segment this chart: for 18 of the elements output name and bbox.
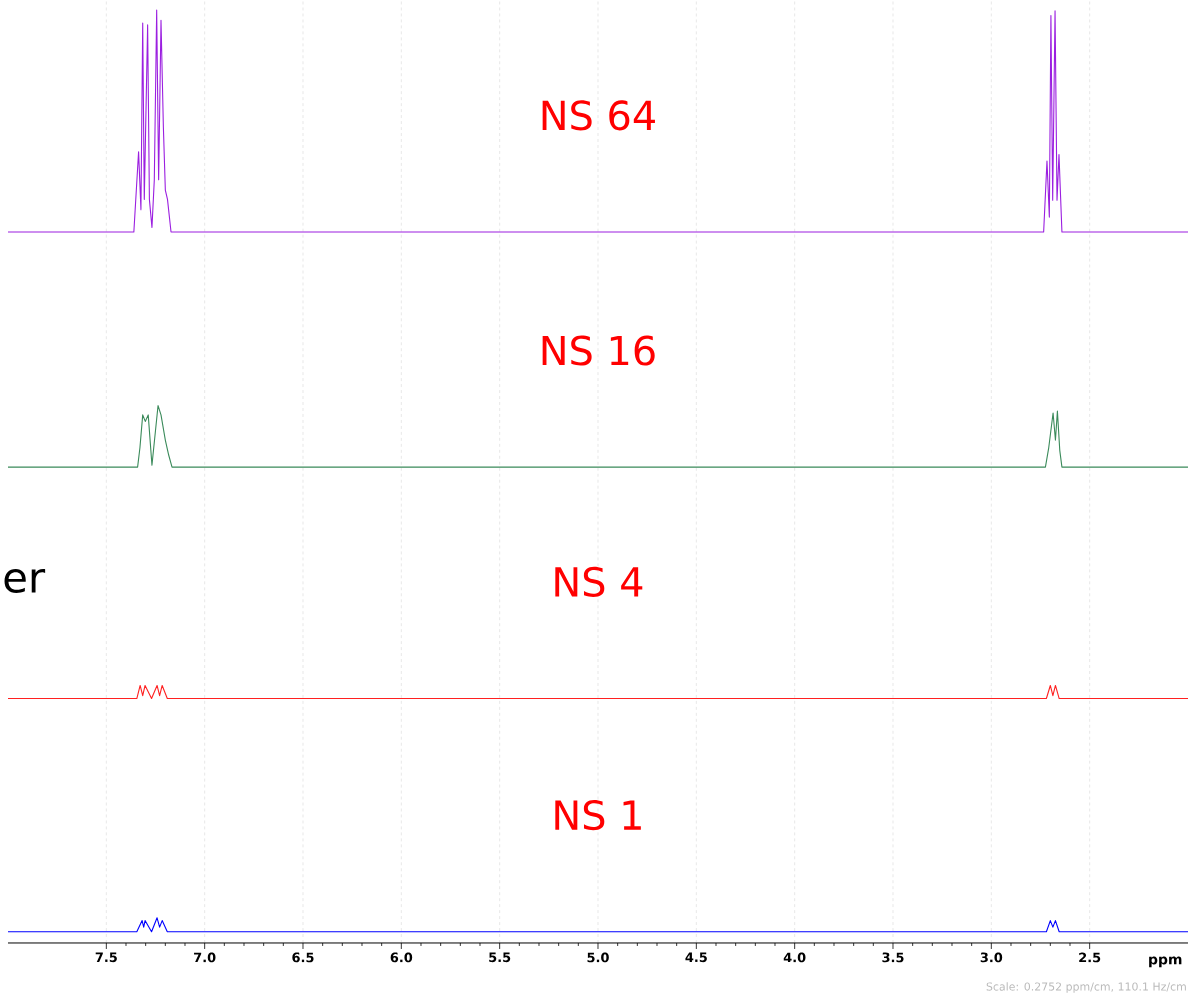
text: NS 16 [542,335,655,366]
annotation: er [4,568,46,593]
text: NS 64 [542,100,655,131]
x-tick-label: 2.5 [1079,952,1101,963]
x-tick-label: 6.5 [292,952,314,963]
x-tick-label: 4.0 [783,952,806,963]
text: NS 1 [555,800,641,831]
x-tick-label: 5.5 [489,952,511,963]
x-tick-label: 7.5 [95,952,117,963]
text: Scale: 0.2752 ppm/cm, 110.1 Hz/cm [986,982,1186,993]
x-tick-label: 5.0 [587,952,609,963]
x-tick-label: 3.5 [882,952,904,963]
text: NS 4 [555,566,643,597]
x-tick-label: 4.5 [685,952,707,963]
x-axis-title: ppm [1149,956,1182,968]
x-tick-label: 7.0 [194,952,216,963]
x-tick-label: 6.0 [390,952,413,963]
x-tick-label: 3.0 [980,952,1003,963]
